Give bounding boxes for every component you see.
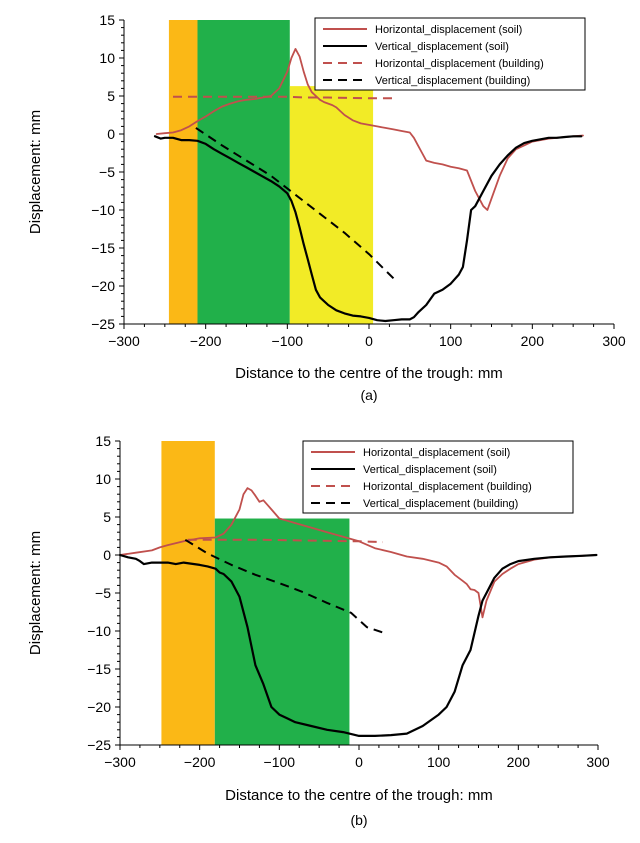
y-tick-label-a: 5 xyxy=(107,88,115,104)
ticks-b: −300 −200 −100 0 100 200 300 15 10 5 0 −5 −10 −15 −20 −… xyxy=(87,433,610,770)
ticks-a: −300 −200 −100 0 100 200 300 15 10 5 0 −5 −10 −15 −20 −… xyxy=(91,12,626,349)
panel-label-a: (a) xyxy=(360,387,377,403)
y-tick-label-a: 15 xyxy=(99,12,115,28)
y-tick-label-b: 15 xyxy=(95,433,111,449)
y-tick-label-b: −20 xyxy=(87,699,111,715)
y-tick-label-a: −15 xyxy=(91,240,115,256)
series-line-1-a xyxy=(155,48,584,211)
x-tick-label-a: −200 xyxy=(190,333,222,349)
legend-label-1-b: Horizontal_displacement (soil) xyxy=(363,447,510,459)
series-a xyxy=(153,48,584,323)
legend-label-4-b: Vertical_displacement (building) xyxy=(363,498,518,510)
y-axis-title-b: Displacement: mm xyxy=(27,531,44,655)
legend-label-3-a: Horizontal_displacement (building) xyxy=(375,58,544,70)
x-tick-label-a: −100 xyxy=(272,333,304,349)
zone-green-b xyxy=(214,518,350,745)
x-tick-label-b: 300 xyxy=(586,754,610,770)
x-tick-label-a: 200 xyxy=(521,333,545,349)
zones-b xyxy=(161,441,350,745)
series-line-4-a xyxy=(195,127,395,280)
x-tick-label-a: 100 xyxy=(439,333,463,349)
y-tick-label-a: −20 xyxy=(91,278,115,294)
y-tick-label-a: −5 xyxy=(99,164,115,180)
series-line-3-a xyxy=(173,95,394,100)
zone-green-a xyxy=(197,20,290,324)
x-axis-title-a: Distance to the centre of the trough: mm xyxy=(235,365,503,382)
series-line-1-b xyxy=(119,487,598,619)
x-tick-label-b: 100 xyxy=(427,754,451,770)
zone-orange-a xyxy=(168,20,198,324)
x-tick-label-b: −100 xyxy=(264,754,296,770)
x-tick-label-b: −300 xyxy=(104,754,136,770)
x-tick-label-a: −300 xyxy=(108,333,140,349)
zone-orange-b xyxy=(161,441,215,745)
legend-label-3-b: Horizontal_displacement (building) xyxy=(363,481,532,493)
zones-a xyxy=(168,20,374,325)
x-tick-label-a: 300 xyxy=(602,333,626,349)
x-tick-label-a: 0 xyxy=(365,333,373,349)
x-tick-label-b: 0 xyxy=(355,754,363,770)
chart-panel-a: −300 −200 −100 0 100 200 300 15 10 5 0 −5 −10 −15 −20 −… xyxy=(27,12,626,403)
y-tick-label-b: 5 xyxy=(103,509,111,525)
series-line-3-b xyxy=(187,538,383,544)
x-tick-label-b: 200 xyxy=(507,754,531,770)
y-tick-label-b: 10 xyxy=(95,471,111,487)
y-tick-label-b: 0 xyxy=(103,547,111,563)
chart-panel-b: −300 −200 −100 0 100 200 300 15 10 5 0 −5 −10 −15 −20 −… xyxy=(27,433,610,828)
y-axis-title-a: Displacement: mm xyxy=(27,110,44,234)
legend-label-1-a: Horizontal_displacement (soil) xyxy=(375,24,522,36)
series-line-2-b xyxy=(118,553,598,738)
legend-label-2-a: Vertical_displacement (soil) xyxy=(375,41,509,53)
y-tick-label-b: −10 xyxy=(87,623,111,639)
legend-b: Horizontal_displacement (soil) Vertical_d… xyxy=(302,440,574,514)
y-tick-label-a: 10 xyxy=(99,50,115,66)
series-b xyxy=(118,487,598,738)
panel-label-b: (b) xyxy=(350,812,367,828)
legend-label-4-a: Vertical_displacement (building) xyxy=(375,75,530,87)
y-tick-label-a: 0 xyxy=(107,126,115,142)
legend-a: Horizontal_displacement (soil) Vertical_d… xyxy=(314,17,586,91)
x-tick-label-b: −200 xyxy=(184,754,216,770)
series-line-2-a xyxy=(153,135,583,323)
y-tick-label-b: −15 xyxy=(87,661,111,677)
legend-label-2-b: Vertical_displacement (soil) xyxy=(363,464,497,476)
y-tick-label-a: −10 xyxy=(91,202,115,218)
y-tick-label-b: −25 xyxy=(87,737,111,753)
y-tick-label-b: −5 xyxy=(95,585,111,601)
zone-yellow-a xyxy=(289,86,374,325)
x-axis-title-b: Distance to the centre of the trough: mm xyxy=(225,787,493,804)
y-tick-label-a: −25 xyxy=(91,316,115,332)
